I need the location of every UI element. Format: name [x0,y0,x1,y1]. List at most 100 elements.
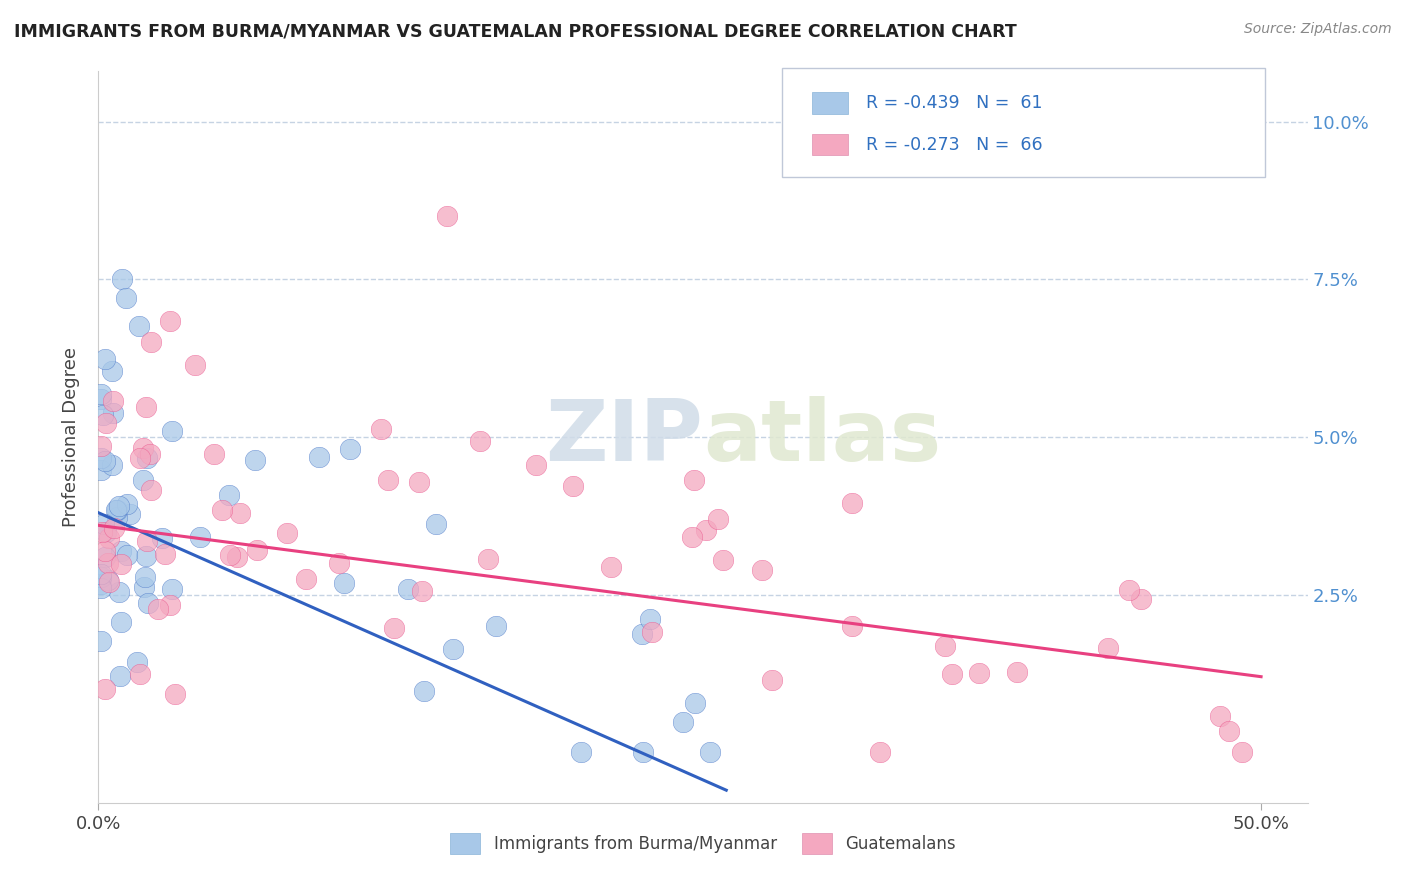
Point [184,358,207,372]
Point [1118,583,1140,598]
Point [108,584,131,599]
Text: ZIP: ZIP [546,395,703,479]
Point [96,417,118,431]
Point [97,574,120,589]
Point [562,479,585,493]
Point [425,517,447,532]
Point [524,458,547,472]
Point [477,552,499,566]
Point [681,530,703,544]
Point [90,570,112,584]
Point [136,596,159,610]
Point [188,530,211,544]
Point [128,450,150,465]
Point [94,681,117,696]
Point [711,553,734,567]
Point [108,499,131,513]
Point [110,544,132,558]
Point [134,569,156,583]
Point [1007,665,1029,679]
Point [153,547,176,561]
Point [139,334,162,349]
Point [90,392,112,406]
Point [243,452,266,467]
Point [841,619,863,633]
Text: IMMIGRANTS FROM BURMA/MYANMAR VS GUATEMALAN PROFESSIONAL DEGREE CORRELATION CHAR: IMMIGRANTS FROM BURMA/MYANMAR VS GUATEMA… [14,22,1017,40]
Point [135,533,157,548]
Point [117,497,139,511]
Point [90,439,112,453]
Point [408,475,430,489]
Point [413,684,436,698]
Point [377,473,399,487]
Point [1208,709,1230,723]
Point [91,408,114,422]
Point [276,526,298,541]
Point [699,745,721,759]
Point [90,387,112,401]
Point [134,580,156,594]
Point [90,451,112,466]
Point [869,745,891,759]
Point [160,582,183,596]
Point [229,506,252,520]
Point [97,557,120,571]
Text: atlas: atlas [703,395,941,479]
Point [967,666,990,681]
Point [328,556,350,570]
Point [159,314,181,328]
Point [640,624,662,639]
Point [101,458,124,472]
Point [103,406,125,420]
Point [100,364,122,378]
Point [695,523,717,537]
Point [436,210,458,224]
Point [246,542,269,557]
Point [118,507,141,521]
Point [308,450,330,464]
Point [165,687,187,701]
Point [672,715,695,730]
Point [94,543,117,558]
FancyBboxPatch shape [811,134,848,155]
Legend: Immigrants from Burma/Myanmar, Guatemalans: Immigrants from Burma/Myanmar, Guatemala… [444,827,962,860]
Point [384,621,406,635]
Point [98,531,121,545]
Text: Source: ZipAtlas.com: Source: ZipAtlas.com [1244,22,1392,37]
Point [1097,641,1119,656]
Point [225,549,247,564]
Point [91,524,114,539]
Point [107,503,129,517]
Point [111,272,134,286]
Point [94,525,117,540]
Point [94,454,117,468]
Point [751,563,773,577]
Point [110,615,132,629]
FancyBboxPatch shape [782,68,1265,178]
Point [441,642,464,657]
Point [630,626,652,640]
Point [638,612,661,626]
FancyBboxPatch shape [811,92,848,114]
Point [934,640,956,654]
Point [339,442,361,456]
Point [94,351,117,366]
Point [132,441,155,455]
Text: R = -0.439   N =  61: R = -0.439 N = 61 [866,94,1043,112]
Point [135,549,157,564]
Point [160,424,183,438]
Point [93,517,115,532]
Point [90,463,112,477]
Point [485,619,508,633]
Point [159,598,181,612]
Point [90,567,112,582]
Point [105,510,128,524]
Point [135,400,157,414]
Point [683,697,706,711]
Point [396,582,419,596]
Point [599,559,621,574]
Y-axis label: Professional Degree: Professional Degree [62,347,80,527]
Point [707,512,730,526]
Point [94,550,117,565]
Point [150,532,173,546]
